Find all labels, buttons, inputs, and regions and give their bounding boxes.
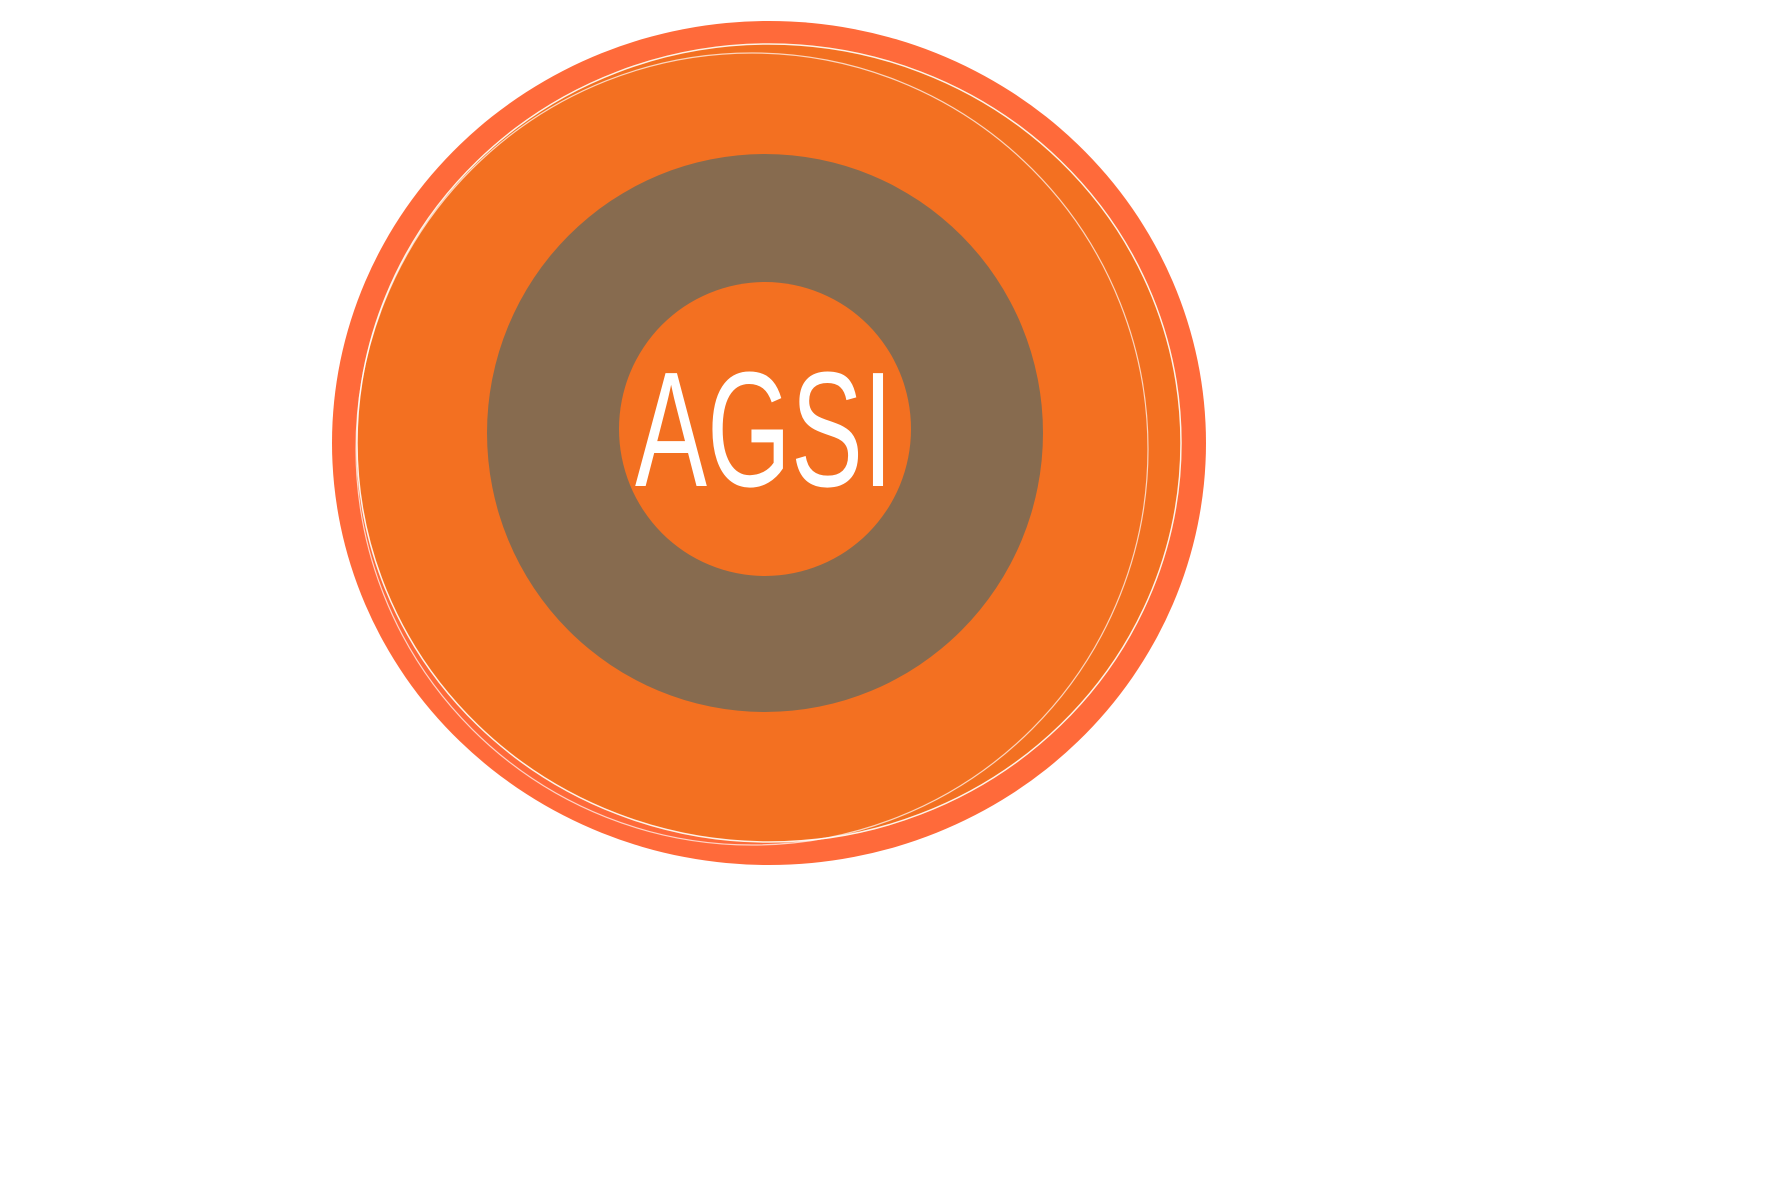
logo-text: AGSI — [635, 338, 893, 521]
inner-outline-2 — [355, 52, 1149, 846]
inner-disc — [619, 282, 911, 576]
inner-outline-1 — [356, 43, 1182, 843]
